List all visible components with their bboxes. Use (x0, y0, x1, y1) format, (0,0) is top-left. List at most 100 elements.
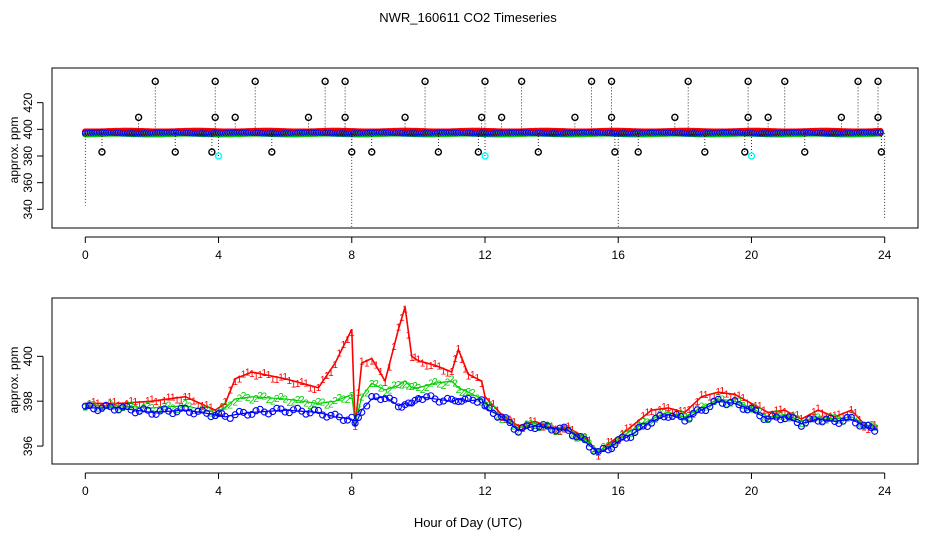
series-3-marker (411, 396, 419, 404)
series-3-marker (556, 424, 564, 432)
series-1-marker: 1 (657, 405, 663, 416)
series-2-marker: 2 (799, 419, 805, 430)
series-3-marker (810, 415, 818, 423)
series-2-marker: 2 (182, 399, 188, 410)
series-3-marker (335, 413, 343, 421)
series-2-marker: 2 (170, 403, 176, 414)
series-2-marker: 2 (359, 393, 365, 404)
series-1-marker: 1 (769, 409, 775, 420)
series-3-marker (273, 404, 281, 412)
series-2-marker: 2 (124, 400, 130, 411)
series-2-marker: 2 (495, 411, 501, 422)
series-1-marker: 1 (345, 335, 351, 346)
series-1-marker: 1 (170, 393, 176, 404)
series-2-marker: 2 (769, 411, 775, 422)
series-3-marker (368, 393, 376, 401)
series-1-marker: 1 (324, 371, 330, 382)
top-y-tick-label: 420 (21, 92, 35, 112)
series-3-marker (618, 433, 626, 441)
series-1-marker: 1 (570, 425, 576, 436)
series-1-marker: 1 (406, 330, 412, 341)
black-low-point (434, 148, 443, 156)
series-1-marker: 1 (364, 358, 370, 369)
series-3-marker (822, 415, 830, 423)
series-2-marker: 2 (790, 412, 796, 423)
series-2-marker: 2 (412, 381, 418, 392)
black-low-point (474, 148, 483, 156)
series-3-marker (635, 423, 643, 431)
bottom-x-tick-label: 0 (82, 484, 89, 498)
series-1-marker: 1 (794, 410, 800, 421)
series-2-marker: 2 (328, 400, 334, 411)
series-3-marker (697, 406, 706, 414)
series-3-marker (831, 417, 839, 426)
series-2-marker: 2 (87, 399, 93, 410)
series-2-marker: 2 (399, 381, 405, 392)
black-high-point (211, 77, 219, 86)
series-3-marker (590, 447, 598, 455)
series-2-marker: 2 (436, 380, 442, 391)
series-1-marker: 1 (745, 399, 751, 410)
series-2-marker: 2 (157, 405, 163, 416)
series-1-marker: 1 (459, 355, 465, 366)
black-mid-point (571, 113, 579, 122)
series-1-marker: 1 (222, 397, 228, 408)
series-1-marker: 1 (237, 375, 243, 386)
series-2-marker: 2 (452, 379, 458, 390)
series-2-marker: 2 (595, 448, 601, 459)
series-1-marker: 1 (349, 328, 355, 339)
series-3-marker (604, 446, 612, 454)
series-1-marker: 1 (462, 365, 468, 376)
series-1-marker: 1 (312, 385, 318, 396)
series-2-marker: 2 (670, 412, 676, 423)
series-3-marker (390, 396, 398, 404)
series-2-marker: 2 (232, 397, 238, 408)
series-1-marker: 1 (720, 386, 726, 397)
black-low-point (877, 148, 886, 156)
series-1-marker: 1 (832, 410, 838, 421)
series-3-marker (489, 409, 497, 417)
series-1-marker: 1 (424, 362, 430, 373)
bottom-y-axis-label: approx. ppm (7, 347, 21, 414)
series-1-marker: 1 (495, 406, 501, 417)
series-1-marker: 1 (449, 367, 455, 378)
black-mid-point (134, 113, 143, 122)
series-2-marker: 2 (212, 411, 218, 422)
series-2-marker: 2 (204, 404, 210, 415)
series-1-marker: 1 (790, 411, 796, 422)
series-2-marker: 2 (636, 421, 642, 432)
series-1-marker: 1 (128, 396, 134, 407)
series-1-marker: 1 (707, 392, 713, 403)
series-3-marker (401, 401, 409, 409)
series-2-marker: 2 (828, 413, 834, 424)
series-3-marker (702, 407, 710, 415)
series-2-marker: 2 (486, 400, 492, 411)
series-1-marker: 1 (132, 397, 138, 408)
bottom-x-tick-label: 20 (745, 484, 759, 498)
series-1-marker: 1 (341, 340, 347, 351)
series-1-marker: 1 (799, 414, 805, 425)
black-high-point (421, 77, 429, 86)
series-2-marker: 2 (553, 427, 559, 438)
series-1-marker: 1 (661, 402, 667, 413)
series-3-marker (502, 414, 510, 422)
black-low-point (801, 148, 809, 156)
black-mid-point (231, 113, 239, 122)
series-1-marker: 1 (474, 373, 480, 384)
series-2-marker: 2 (409, 382, 415, 393)
series-2-marker: 2 (695, 404, 701, 415)
series-1-marker: 1 (828, 412, 834, 423)
series-1-marker: 1 (678, 406, 684, 417)
series-2-marker: 2 (707, 402, 713, 413)
series-2-marker: 2 (227, 401, 233, 412)
series-3-marker (323, 413, 331, 421)
series-3-marker (514, 428, 522, 436)
bottom-x-tick-label: 24 (878, 484, 892, 498)
series-3-marker (252, 407, 260, 415)
series-3-marker (363, 402, 371, 410)
series-1-marker: 1 (609, 437, 615, 448)
series-2-marker: 2 (840, 417, 846, 428)
top-y-tick-label: 400 (21, 119, 35, 139)
series-2-marker: 2 (249, 395, 255, 406)
series-3-marker (727, 398, 735, 406)
